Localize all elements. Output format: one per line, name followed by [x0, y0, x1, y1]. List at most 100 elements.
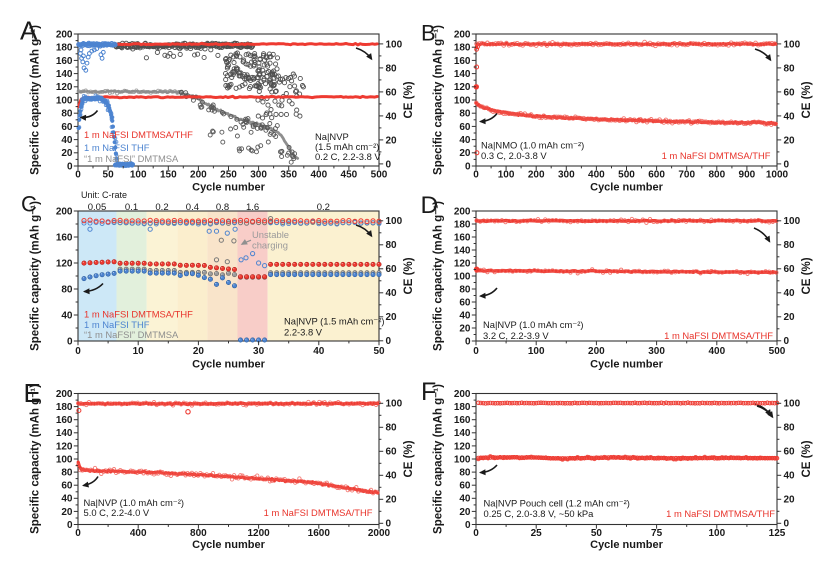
svg-text:40: 40: [386, 471, 398, 482]
svg-text:100: 100: [454, 271, 471, 282]
svg-text:120: 120: [56, 258, 73, 269]
svg-text:700: 700: [678, 170, 695, 181]
svg-text:A: A: [20, 16, 38, 46]
svg-text:60: 60: [459, 481, 471, 492]
svg-text:Specific capacity (mAh g⁻¹): Specific capacity (mAh g⁻¹): [433, 201, 445, 351]
svg-text:80: 80: [459, 109, 471, 120]
svg-text:60: 60: [61, 481, 73, 492]
svg-text:200: 200: [528, 170, 545, 181]
svg-text:CE (%): CE (%): [403, 257, 415, 294]
svg-text:100: 100: [708, 528, 725, 539]
svg-text:100: 100: [784, 216, 801, 227]
svg-text:60: 60: [784, 447, 796, 458]
svg-text:125: 125: [769, 528, 786, 539]
svg-text:100: 100: [56, 454, 73, 465]
svg-text:160: 160: [454, 415, 471, 426]
svg-text:0.25 C, 2.0-3.8 V, ~50 kPa: 0.25 C, 2.0-3.8 V, ~50 kPa: [484, 508, 595, 519]
svg-text:0: 0: [67, 520, 73, 531]
svg-text:150: 150: [160, 170, 177, 181]
svg-text:160: 160: [56, 232, 73, 243]
svg-text:200: 200: [454, 389, 471, 400]
svg-text:0: 0: [465, 161, 471, 172]
svg-text:“1 m NaFSI” DMTMSA: “1 m NaFSI” DMTMSA: [84, 153, 179, 164]
svg-text:0.8: 0.8: [216, 202, 229, 213]
svg-text:40: 40: [386, 288, 398, 299]
svg-text:60: 60: [386, 87, 398, 98]
svg-text:Cycle number: Cycle number: [590, 539, 663, 551]
svg-text:1000: 1000: [766, 170, 789, 181]
svg-text:Specific capacity (mAh g⁻¹): Specific capacity (mAh g⁻¹): [433, 25, 445, 175]
svg-text:F: F: [421, 378, 436, 406]
svg-text:Na|NVP (1.0 mAh cm⁻²): Na|NVP (1.0 mAh cm⁻²): [84, 497, 184, 508]
svg-text:140: 140: [56, 428, 73, 439]
svg-text:Specific capacity (mAh g⁻¹): Specific capacity (mAh g⁻¹): [30, 384, 42, 534]
svg-text:200: 200: [56, 389, 73, 400]
svg-text:60: 60: [459, 297, 471, 308]
svg-text:200: 200: [454, 29, 471, 40]
svg-text:1 m NaFSI THF: 1 m NaFSI THF: [84, 319, 150, 330]
svg-text:Unit: C-rate: Unit: C-rate: [81, 190, 127, 200]
svg-text:400: 400: [708, 346, 725, 357]
svg-text:Unstable: Unstable: [252, 229, 289, 240]
svg-text:CE (%): CE (%): [403, 440, 415, 477]
svg-text:CE (%): CE (%): [801, 81, 813, 118]
svg-text:100: 100: [386, 399, 403, 410]
svg-text:100: 100: [454, 454, 471, 465]
svg-text:0: 0: [67, 336, 73, 347]
svg-text:20: 20: [784, 495, 796, 506]
svg-text:350: 350: [280, 170, 297, 181]
svg-text:(1.5 mAh cm⁻²): (1.5 mAh cm⁻²): [315, 141, 379, 152]
svg-text:20: 20: [61, 507, 73, 518]
svg-text:180: 180: [56, 43, 73, 54]
svg-text:40: 40: [459, 135, 471, 146]
svg-text:Na|NVP (1.5 mAh cm⁻²): Na|NVP (1.5 mAh cm⁻²): [284, 316, 384, 327]
svg-text:800: 800: [190, 528, 207, 539]
svg-text:200: 200: [588, 346, 605, 357]
svg-text:0.05: 0.05: [88, 202, 107, 213]
svg-text:0: 0: [75, 346, 81, 357]
svg-text:80: 80: [386, 423, 398, 434]
svg-text:20: 20: [459, 323, 471, 334]
svg-text:0: 0: [784, 159, 790, 170]
svg-text:0.3 C, 2.0-3.8 V: 0.3 C, 2.0-3.8 V: [481, 150, 547, 161]
svg-text:400: 400: [310, 170, 327, 181]
svg-text:Specific capacity (mAh g⁻¹): Specific capacity (mAh g⁻¹): [433, 384, 445, 534]
svg-text:0: 0: [75, 170, 81, 181]
svg-text:25: 25: [531, 528, 543, 539]
svg-text:60: 60: [784, 264, 796, 275]
svg-text:0: 0: [67, 161, 73, 172]
svg-text:120: 120: [56, 82, 73, 93]
svg-text:180: 180: [56, 402, 73, 413]
svg-text:100: 100: [130, 170, 147, 181]
svg-text:80: 80: [784, 423, 796, 434]
svg-text:100: 100: [454, 95, 471, 106]
svg-text:1 m NaFSI DMTMSA/THF: 1 m NaFSI DMTMSA/THF: [662, 150, 771, 161]
svg-text:10: 10: [133, 346, 145, 357]
svg-text:Na|NVP (1.0 mAh cm⁻²): Na|NVP (1.0 mAh cm⁻²): [483, 319, 583, 330]
svg-text:charging: charging: [252, 239, 288, 250]
svg-text:40: 40: [784, 471, 796, 482]
svg-text:120: 120: [56, 441, 73, 452]
svg-text:1 m NaFSI DMTMSA/THF: 1 m NaFSI DMTMSA/THF: [666, 508, 775, 519]
svg-text:0: 0: [386, 336, 392, 347]
svg-text:20: 20: [784, 312, 796, 323]
svg-text:75: 75: [651, 528, 663, 539]
svg-text:1 m NaFSI DMTMSA/THF: 1 m NaFSI DMTMSA/THF: [664, 330, 773, 341]
svg-text:0: 0: [473, 170, 479, 181]
svg-text:1 m NaFSI THF: 1 m NaFSI THF: [84, 142, 150, 153]
svg-text:60: 60: [386, 264, 398, 275]
svg-text:80: 80: [61, 468, 73, 479]
svg-text:40: 40: [61, 494, 73, 505]
svg-text:Cycle number: Cycle number: [590, 359, 663, 371]
svg-text:80: 80: [386, 63, 398, 74]
svg-text:140: 140: [56, 69, 73, 80]
svg-text:Specific capacity (mAh g⁻¹): Specific capacity (mAh g⁻¹): [30, 25, 42, 175]
svg-text:400: 400: [588, 170, 605, 181]
svg-text:0: 0: [473, 346, 479, 357]
svg-text:300: 300: [558, 170, 575, 181]
svg-text:Na|NVP: Na|NVP: [315, 131, 349, 142]
svg-text:Na|NMO (1.0 mAh cm⁻²): Na|NMO (1.0 mAh cm⁻²): [481, 140, 584, 151]
svg-text:180: 180: [454, 402, 471, 413]
svg-text:40: 40: [784, 288, 796, 299]
svg-text:120: 120: [454, 258, 471, 269]
